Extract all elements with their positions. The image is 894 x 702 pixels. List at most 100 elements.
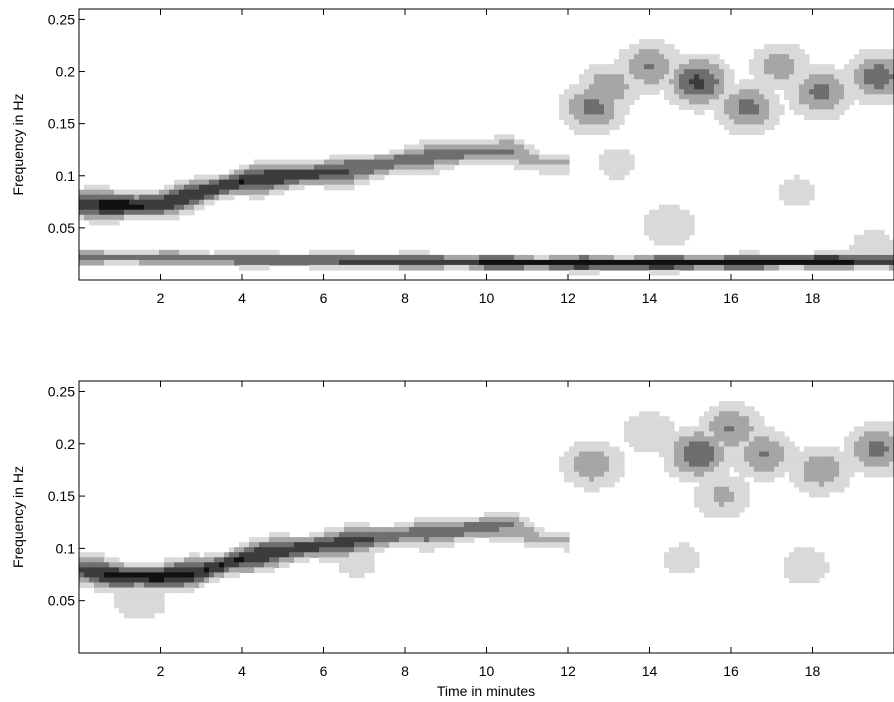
contour-cell [644,49,650,55]
contour-cell [469,522,475,528]
contour-cell [664,552,670,558]
contour-cell [399,532,405,538]
contour-cell [149,567,155,574]
contour-cell [889,466,894,473]
contour-cell [369,154,375,161]
contour-cell [789,446,795,453]
contour-cell [679,446,685,453]
contour-cell [689,461,695,468]
contour-cell [789,264,795,271]
contour-cell [629,79,635,85]
contour-cell [779,44,785,50]
contour-cell [509,537,515,543]
contour-cell [754,249,760,256]
contour-cell [589,456,595,463]
contour-cell [649,264,655,271]
contour-cell [724,74,730,80]
contour-cell [149,194,155,201]
contour-cell [869,436,875,443]
contour-cell [434,169,440,176]
contour-cell [714,441,720,448]
contour-cell [194,254,200,261]
contour-cell [424,537,430,543]
contour-cell [604,154,610,161]
contour-cell [139,249,145,256]
contour-cell [864,99,870,105]
contour-cell [364,174,370,181]
contour-cell [774,99,780,105]
contour-cell [264,164,270,171]
contour-cell [739,79,745,85]
contour-cell [399,159,405,166]
contour-cell [519,149,525,156]
contour-cell [94,259,100,266]
contour-cell [424,254,430,261]
contour-cell [134,194,140,201]
contour-cell [829,79,835,85]
contour-cell [694,84,700,90]
contour-cell [884,421,890,427]
contour-cell [604,451,610,458]
contour-cell [289,169,295,176]
contour-cell [609,89,615,95]
contour-cell [389,164,395,171]
contour-cell [884,239,890,246]
contour-cell [864,259,870,266]
contour-cell [419,249,425,256]
contour-cell [679,461,685,468]
contour-cell [454,537,460,543]
contour-cell [699,496,705,503]
contour-cell [184,572,190,579]
contour-cell [304,552,310,558]
contour-cell [724,69,730,75]
contour-cell [834,99,840,105]
contour-cell [679,229,685,236]
contour-cell [84,552,90,558]
contour-cell [564,99,570,105]
contour-cell [169,189,175,196]
contour-cell [829,74,835,80]
contour-cell [599,471,605,478]
contour-cell [859,426,865,432]
contour-cell [349,259,355,266]
contour-cell [339,179,345,186]
contour-cell [429,527,435,533]
contour-cell [624,264,630,271]
contour-cell [419,139,425,146]
contour-cell [814,491,820,498]
contour-cell [834,254,840,261]
contour-cell [649,84,655,90]
contour-cell [729,94,735,100]
contour-cell [504,522,510,528]
contour-cell [629,441,635,448]
contour-cell [94,194,100,201]
contour-cell [534,542,540,548]
contour-cell [149,189,155,196]
contour-cell [679,557,685,563]
contour-cell [319,264,325,271]
contour-cell [174,249,180,256]
contour-cell [649,421,655,427]
contour-cell [724,511,730,518]
contour-cell [844,441,850,448]
contour-cell [614,264,620,271]
contour-cell [294,547,300,553]
contour-cell [799,456,805,463]
contour-cell [849,446,855,453]
contour-cell [484,159,490,166]
contour-cell [224,179,230,186]
contour-cell [144,597,150,604]
contour-cell [714,406,720,412]
contour-cell [604,159,610,166]
contour-cell [649,79,655,85]
contour-cell [789,199,795,206]
contour-cell [404,149,410,156]
contour-cell [409,537,415,543]
contour-cell [849,466,855,473]
contour-cell [239,264,245,271]
contour-cell [324,164,330,171]
contour-cell [704,461,710,468]
contour-cell [494,134,500,141]
contour-cell [539,532,545,538]
contour-cell [119,199,125,206]
